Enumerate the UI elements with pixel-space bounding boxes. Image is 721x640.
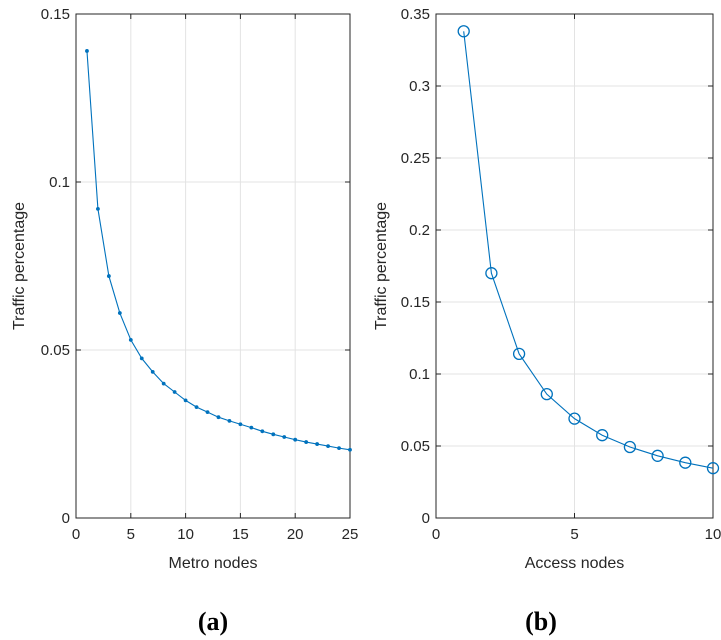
y-tick-label: 0.15 [41, 6, 70, 23]
data-point [623, 440, 637, 454]
data-point [596, 429, 609, 442]
x-tick-label: 10 [705, 526, 721, 543]
y-tick-label: 0.2 [409, 222, 430, 239]
data-point [183, 398, 188, 403]
y-tick-label: 0 [422, 510, 430, 527]
data-point [540, 388, 553, 401]
y-tick-label: 0.3 [409, 78, 430, 95]
chart-panel-a: 0 5 10 15 20 25 0 0.05 0.1 0.15 Metro nodes Traffic… [11, 6, 358, 636]
panel-label: (b) [525, 607, 557, 636]
x-tick-label: 15 [232, 526, 249, 543]
data-point [293, 437, 298, 442]
series-line [86, 50, 351, 451]
data-point [485, 267, 498, 280]
data-point [457, 25, 470, 38]
series-line [463, 31, 714, 469]
data-point [315, 442, 320, 446]
data-point [679, 456, 692, 469]
y-tick-label: 0.05 [41, 342, 70, 359]
data-point [117, 311, 122, 315]
data-point [249, 425, 254, 430]
plot-frame [75, 13, 351, 519]
x-tick-label: 10 [177, 526, 194, 543]
data-point [205, 410, 210, 415]
data-point [304, 440, 309, 444]
y-tick-label: 0 [62, 510, 70, 527]
y-tick-label: 0.35 [401, 6, 430, 23]
x-tick-label: 25 [342, 526, 359, 543]
data-point [282, 435, 287, 439]
data-point [227, 418, 232, 423]
x-tick-label: 20 [287, 526, 304, 543]
data-point [651, 449, 664, 462]
panel-label: (a) [198, 607, 228, 636]
data-point [194, 405, 199, 410]
data-point [216, 415, 221, 420]
data-point [706, 462, 720, 475]
y-tick-label: 0.15 [401, 294, 430, 311]
data-point [326, 444, 330, 448]
data-point [512, 347, 526, 360]
y-tick-label: 0.1 [409, 366, 430, 383]
y-tick-label: 0.25 [401, 150, 430, 167]
data-point [568, 412, 581, 425]
x-axis-label: Access nodes [525, 555, 625, 572]
data-point [271, 432, 276, 437]
data-point [172, 390, 177, 394]
data-point [337, 446, 341, 451]
data-point [260, 429, 265, 434]
data-point [85, 49, 89, 53]
data-point [161, 381, 166, 386]
y-tick-label: 0.05 [401, 438, 430, 455]
y-axis-label: Traffic percentage [373, 202, 390, 330]
data-point [150, 369, 155, 374]
x-tick-label: 5 [570, 526, 578, 543]
x-tick-label: 0 [432, 526, 440, 543]
data-point [139, 356, 144, 361]
data-point [106, 274, 111, 278]
data-point [96, 206, 100, 211]
data-point [238, 422, 243, 427]
x-axis-label: Metro nodes [169, 555, 258, 572]
y-tick-label: 0.1 [49, 174, 70, 191]
x-tick-label: 5 [127, 526, 135, 543]
data-point [348, 447, 352, 452]
x-tick-label: 0 [72, 526, 80, 543]
data-point [128, 338, 133, 342]
y-axis-label: Traffic percentage [11, 202, 28, 330]
chart-panel-b: 0 5 10 0 0.05 0.1 0.15 0.2 0.25 0.3 0.35 Access nod… [373, 6, 721, 636]
